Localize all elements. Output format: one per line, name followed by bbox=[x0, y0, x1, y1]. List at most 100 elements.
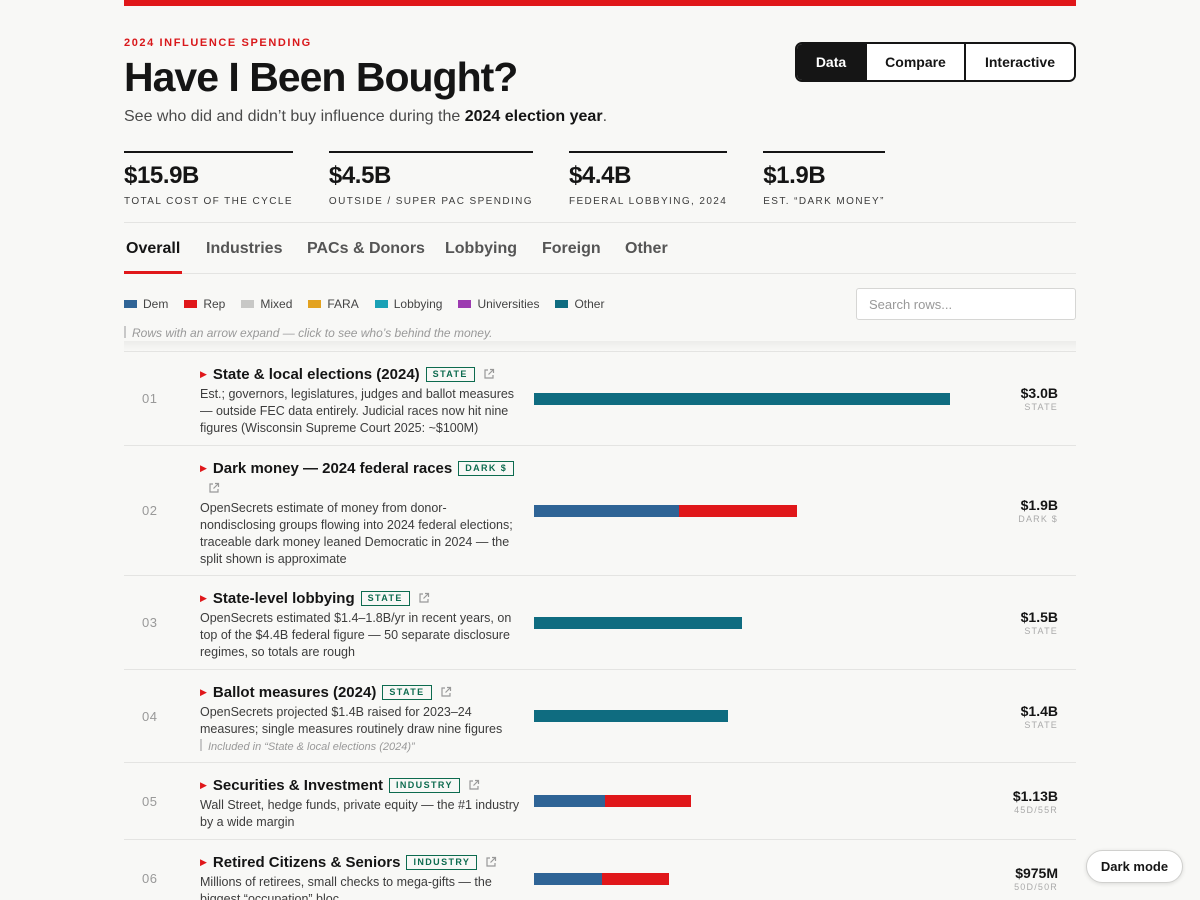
tab-pacs-donors[interactable]: PACs & Donors bbox=[307, 240, 425, 257]
row-amount: $3.0B STATE bbox=[1021, 385, 1058, 412]
headline-stats: $15.9B TOTAL COST OF THE CYCLE $4.5B OUT… bbox=[124, 151, 921, 207]
row-content: ▶ Securities & Investment INDUSTRY Wall St… bbox=[200, 775, 520, 831]
row-rank: 04 bbox=[142, 709, 158, 724]
row-bar bbox=[534, 873, 670, 885]
legend-label: Dem bbox=[143, 297, 169, 311]
legend-swatch bbox=[308, 300, 322, 308]
external-link-icon[interactable] bbox=[208, 480, 220, 493]
bar-segment bbox=[604, 795, 691, 807]
amount-breakdown: STATE bbox=[1024, 720, 1058, 730]
external-link-icon[interactable] bbox=[483, 366, 495, 379]
amount-value: $1.13B bbox=[1012, 788, 1058, 804]
legend-swatch bbox=[458, 300, 472, 308]
external-link-icon[interactable] bbox=[485, 854, 497, 867]
table-row[interactable]: 02 ▶ Dark money — 2024 federal races DARK … bbox=[124, 445, 1076, 575]
row-description: Est.; governors, legislatures, judges an… bbox=[200, 387, 515, 435]
mode-compare-button[interactable]: Compare bbox=[865, 44, 964, 80]
row-title-text[interactable]: State-level lobbying bbox=[212, 590, 355, 607]
expand-arrow-icon[interactable]: ▶ bbox=[200, 369, 207, 379]
mode-interactive-button[interactable]: Interactive bbox=[964, 44, 1074, 80]
row-amount: $1.9B DARK $ bbox=[1018, 497, 1058, 524]
row-title: ▶ State & local elections (2024) STATE bbox=[200, 364, 520, 385]
table-row[interactable]: 06 ▶ Retired Citizens & Seniors INDUSTRY M… bbox=[124, 839, 1076, 900]
stat-federal-lobbying: $4.4B FEDERAL LOBBYING, 2024 bbox=[568, 151, 728, 207]
expand-arrow-icon[interactable]: ▶ bbox=[200, 687, 207, 697]
legend-item: Lobbying bbox=[374, 297, 443, 311]
tab-industries[interactable]: Industries bbox=[206, 240, 283, 257]
expand-arrow-icon[interactable]: ▶ bbox=[200, 780, 207, 790]
legend-item: Universities bbox=[458, 297, 539, 311]
bar-segment bbox=[534, 505, 679, 517]
amount-value: $1.4B bbox=[1020, 703, 1058, 719]
mode-data-button[interactable]: Data bbox=[797, 44, 865, 80]
expand-arrow-icon[interactable]: ▶ bbox=[200, 857, 207, 867]
divider bbox=[124, 222, 1076, 223]
row-title-text[interactable]: Dark money — 2024 federal races bbox=[212, 460, 453, 477]
bar-segment bbox=[534, 873, 602, 885]
amount-breakdown: 50D/50R bbox=[1014, 882, 1058, 892]
tab-lobbying[interactable]: Lobbying bbox=[445, 240, 517, 257]
row-title-text[interactable]: Securities & Investment bbox=[212, 777, 383, 794]
legend-label: Rep bbox=[203, 297, 226, 311]
row-title-text[interactable]: Retired Citizens & Seniors bbox=[212, 854, 401, 871]
category-tag: DARK $ bbox=[458, 461, 515, 476]
active-tab-indicator bbox=[124, 271, 182, 274]
tab-foreign[interactable]: Foreign bbox=[542, 240, 601, 257]
stat-label: OUTSIDE / SUPER PAC SPENDING bbox=[328, 196, 533, 207]
row-content: ▶ Retired Citizens & Seniors INDUSTRY Mill… bbox=[200, 852, 520, 900]
row-rank: 01 bbox=[142, 391, 158, 406]
category-tabs: Overall Industries PACs & Donors Lobbyin… bbox=[124, 226, 1076, 274]
page-subtitle: See who did and didn’t buy influence dur… bbox=[124, 108, 607, 126]
bar-segment bbox=[534, 795, 605, 807]
category-tag: STATE bbox=[382, 685, 432, 700]
row-title-text[interactable]: Ballot measures (2024) bbox=[212, 684, 377, 701]
expand-arrow-icon[interactable]: ▶ bbox=[200, 463, 207, 473]
amount-value: $1.5B bbox=[1020, 609, 1058, 625]
row-content: ▶ State & local elections (2024) STATE Est… bbox=[200, 364, 520, 437]
search-input[interactable] bbox=[856, 288, 1076, 320]
tab-other[interactable]: Other bbox=[625, 240, 668, 257]
dark-mode-toggle[interactable]: Dark mode bbox=[1086, 850, 1183, 883]
row-description: Millions of retirees, small checks to me… bbox=[200, 875, 492, 900]
legend-label: Lobbying bbox=[393, 297, 443, 311]
bar-segment bbox=[678, 505, 798, 517]
table-row[interactable]: 03 ▶ State-level lobbying STATE OpenSecret… bbox=[124, 575, 1076, 669]
table-row[interactable]: 05 ▶ Securities & Investment INDUSTRY Wall… bbox=[124, 762, 1076, 839]
external-link-icon[interactable] bbox=[440, 684, 452, 697]
stat-outside-spending: $4.5B OUTSIDE / SUPER PAC SPENDING bbox=[328, 151, 533, 207]
top-accent-bar bbox=[124, 0, 1076, 6]
stat-label: EST. “DARK MONEY” bbox=[763, 196, 885, 207]
amount-value: $3.0B bbox=[1020, 385, 1058, 401]
tab-overall[interactable]: Overall bbox=[126, 240, 181, 257]
bar-segment bbox=[601, 873, 670, 885]
legend-label: Universities bbox=[477, 297, 540, 311]
row-description: OpenSecrets estimate of money from donor… bbox=[200, 501, 513, 566]
table-row[interactable]: 04 ▶ Ballot measures (2024) STATE OpenSecr… bbox=[124, 669, 1076, 762]
legend-item: Mixed bbox=[241, 297, 292, 311]
table-row[interactable]: 01 ▶ State & local elections (2024) STATE … bbox=[124, 351, 1076, 445]
stat-value: $4.5B bbox=[328, 162, 391, 189]
amount-value: $1.9B bbox=[1020, 497, 1058, 513]
row-rank: 03 bbox=[142, 615, 158, 630]
row-amount: $975M 50D/50R bbox=[1014, 865, 1058, 892]
category-tag: STATE bbox=[425, 367, 475, 382]
row-content: ▶ Dark money — 2024 federal races DARK $ O… bbox=[200, 458, 520, 568]
category-tag: INDUSTRY bbox=[406, 855, 478, 870]
legend-label: Other bbox=[574, 297, 605, 311]
note-text: Included in “State & local elections (20… bbox=[208, 741, 415, 753]
external-link-icon[interactable] bbox=[418, 590, 430, 603]
external-link-icon[interactable] bbox=[468, 777, 480, 790]
stat-value: $15.9B bbox=[124, 162, 199, 189]
expand-arrow-icon[interactable]: ▶ bbox=[200, 593, 207, 603]
row-bar bbox=[534, 505, 798, 517]
legend-label: Mixed bbox=[260, 297, 293, 311]
category-tag: INDUSTRY bbox=[388, 778, 460, 793]
stat-label: TOTAL COST OF THE CYCLE bbox=[124, 196, 293, 207]
row-title-text[interactable]: State & local elections (2024) bbox=[212, 366, 420, 383]
row-bar bbox=[534, 710, 729, 722]
row-rank: 02 bbox=[142, 503, 158, 518]
legend-item: FARA bbox=[308, 297, 359, 311]
bar-segment bbox=[534, 393, 950, 405]
row-rank: 06 bbox=[142, 871, 158, 886]
row-bar bbox=[534, 795, 691, 807]
